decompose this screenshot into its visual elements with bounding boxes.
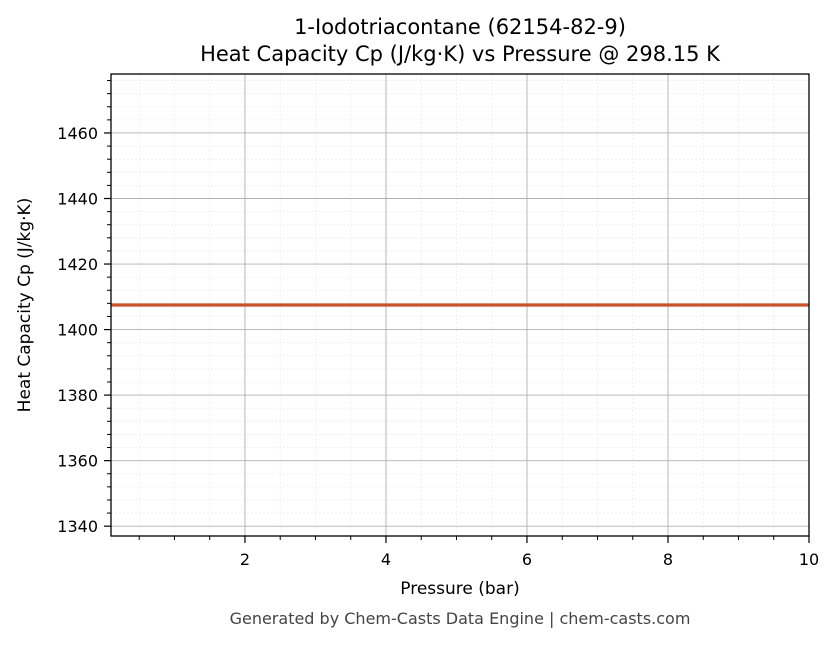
major-grid [111, 74, 810, 536]
x-tick-label: 6 [522, 550, 532, 569]
x-tick-label: 8 [663, 550, 673, 569]
y-tick-label: 1400 [57, 321, 98, 340]
x-tick-label: 10 [799, 550, 819, 569]
x-tick-label: 2 [240, 550, 250, 569]
minor-grid [111, 74, 809, 536]
y-axis-ticks: 1340 1360 1380 1400 1420 1440 1460 [57, 80, 111, 536]
y-tick-label: 1360 [57, 452, 98, 471]
y-tick-label: 1340 [57, 517, 98, 536]
y-tick-label: 1440 [57, 190, 98, 209]
y-tick-label: 1420 [57, 255, 98, 274]
y-tick-label: 1460 [57, 124, 98, 143]
plot-frame [110, 73, 810, 537]
footer-credit: Generated by Chem-Casts Data Engine | ch… [230, 609, 691, 628]
y-tick-label: 1380 [57, 386, 98, 405]
x-tick-label: 4 [381, 550, 391, 569]
y-axis-label: Heat Capacity Cp (J/kg·K) [15, 198, 35, 413]
x-axis-ticks: 2 4 6 8 10 [138, 536, 819, 569]
chart-subtitle: Heat Capacity Cp (J/kg·K) vs Pressure @ … [200, 42, 721, 66]
x-axis-label: Pressure (bar) [400, 579, 519, 599]
chart-title: 1-Iodotriacontane (62154-82-9) [294, 15, 626, 39]
